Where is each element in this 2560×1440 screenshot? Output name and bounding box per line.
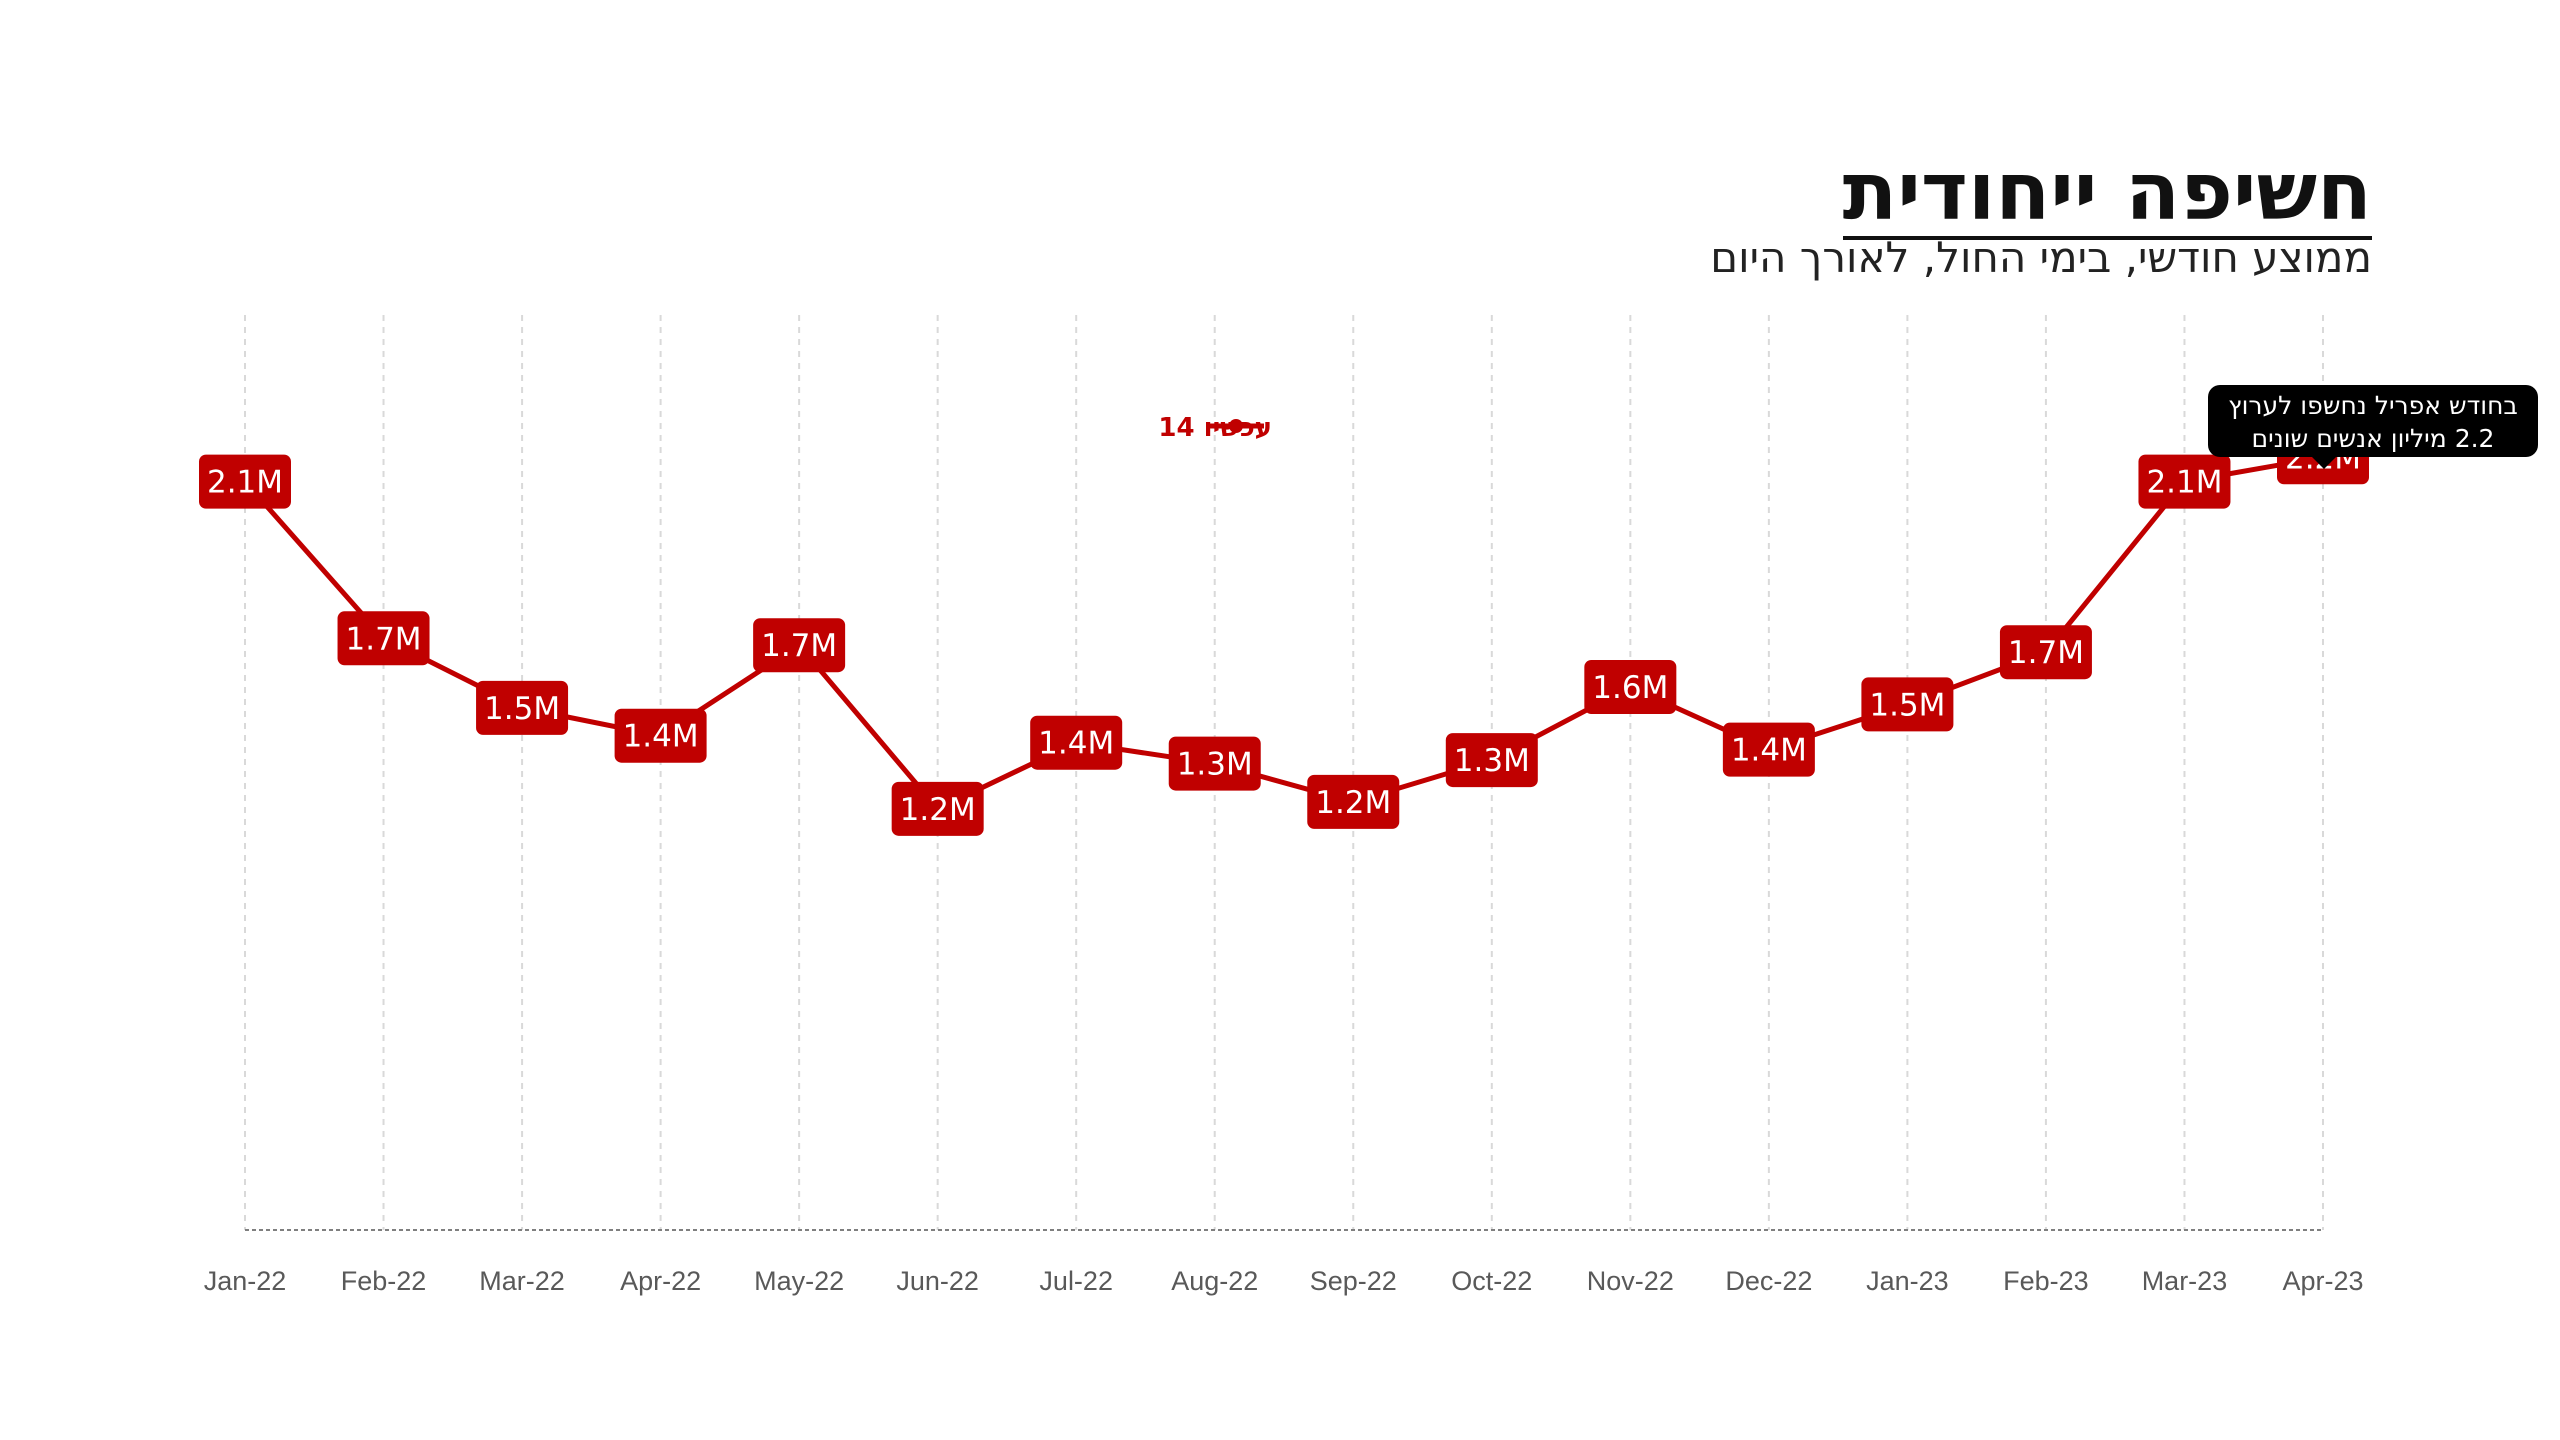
data-label-box xyxy=(2138,454,2231,509)
data-label-text: 1.7M xyxy=(346,621,422,657)
data-label-text: 1.3M xyxy=(1454,743,1530,779)
data-label: 2.1M xyxy=(199,454,291,509)
data-label-text: 1.4M xyxy=(623,719,699,755)
x-tick-label: Dec-22 xyxy=(1725,1266,1812,1296)
data-label-text: 1.4M xyxy=(1038,726,1114,762)
x-tick-label: Sep-22 xyxy=(1310,1266,1397,1296)
data-label-text: 1.5M xyxy=(1869,687,1945,723)
data-label-box xyxy=(1861,677,1954,732)
data-label-text: 2.1M xyxy=(207,465,283,501)
data-label-box xyxy=(337,611,430,666)
data-label-box xyxy=(199,454,291,509)
data-label: 1.6M xyxy=(1584,660,1677,714)
legend-marker xyxy=(1229,419,1243,433)
data-label: 1.2M xyxy=(891,781,984,836)
data-label: 1.2M xyxy=(1307,774,1400,829)
data-label: 1.4M xyxy=(1030,715,1123,770)
annotation-line-1: בחודש אפריל נחשפו לערוץ xyxy=(2228,391,2518,420)
data-label-text: 2.1M xyxy=(2146,465,2222,501)
x-tick-label: May-22 xyxy=(754,1266,844,1296)
x-tick-label: Oct-22 xyxy=(1451,1266,1532,1296)
chart-title: חשיפה ייחודית xyxy=(1842,145,2372,240)
data-label-box xyxy=(891,781,984,836)
data-label-box xyxy=(1168,736,1261,791)
data-label-box xyxy=(753,618,846,673)
annotation-line-2: 2.2 מיליון אנשים שונים xyxy=(2251,424,2495,453)
data-label: 1.5M xyxy=(476,680,569,735)
data-label-box xyxy=(476,680,569,735)
data-label: 1.3M xyxy=(1168,736,1261,791)
data-label: 1.3M xyxy=(1445,733,1538,788)
legend-label: עכשיו 14 xyxy=(1158,413,1272,443)
x-tick-label: Jan-22 xyxy=(204,1266,287,1296)
x-tick-label: Feb-23 xyxy=(2003,1266,2089,1296)
x-tick-label: Mar-23 xyxy=(2142,1266,2228,1296)
data-label: 1.7M xyxy=(1999,625,2092,680)
data-label: 1.4M xyxy=(1722,722,1815,777)
data-label: 2.1M xyxy=(2138,454,2231,509)
data-label: 1.5M xyxy=(1861,677,1954,732)
data-label-box xyxy=(1584,660,1677,714)
annotation-callout: בחודש אפריל נחשפו לערוץ 2.2 מיליון אנשים… xyxy=(2208,385,2538,457)
data-label-box xyxy=(1030,715,1123,770)
x-tick-label: Nov-22 xyxy=(1587,1266,1674,1296)
data-label-text: 1.7M xyxy=(761,628,837,664)
x-tick-label: Jan-23 xyxy=(1866,1266,1949,1296)
x-tick-label: Mar-22 xyxy=(479,1266,565,1296)
x-tick-label: Jul-22 xyxy=(1039,1266,1113,1296)
data-label-box xyxy=(1999,625,2092,680)
data-label: 1.4M xyxy=(614,708,707,763)
data-label-text: 1.5M xyxy=(484,691,560,727)
data-label-box xyxy=(1445,733,1538,788)
data-label: 1.7M xyxy=(337,611,430,666)
data-label-text: 1.2M xyxy=(1315,785,1391,821)
x-tick-label: Apr-23 xyxy=(2282,1266,2363,1296)
data-label-text: 1.4M xyxy=(1731,733,1807,769)
annotation-arrow xyxy=(2310,455,2338,469)
x-tick-label: Aug-22 xyxy=(1171,1266,1258,1296)
x-tick-label: Jun-22 xyxy=(896,1266,979,1296)
data-label-box xyxy=(1722,722,1815,777)
data-label-text: 1.6M xyxy=(1592,670,1668,706)
x-tick-label: Apr-22 xyxy=(620,1266,701,1296)
data-label-text: 1.7M xyxy=(2008,635,2084,671)
chart-subtitle: ממוצע חודשי, בימי החול, לאורך היום xyxy=(1710,233,2372,282)
data-label-box xyxy=(1307,774,1400,829)
series-line xyxy=(243,454,2324,812)
x-tick-label: Feb-22 xyxy=(341,1266,427,1296)
data-label-box xyxy=(614,708,707,763)
data-label-text: 1.3M xyxy=(1177,747,1253,783)
data-label: 1.7M xyxy=(753,618,846,673)
data-label-text: 1.2M xyxy=(900,792,976,828)
